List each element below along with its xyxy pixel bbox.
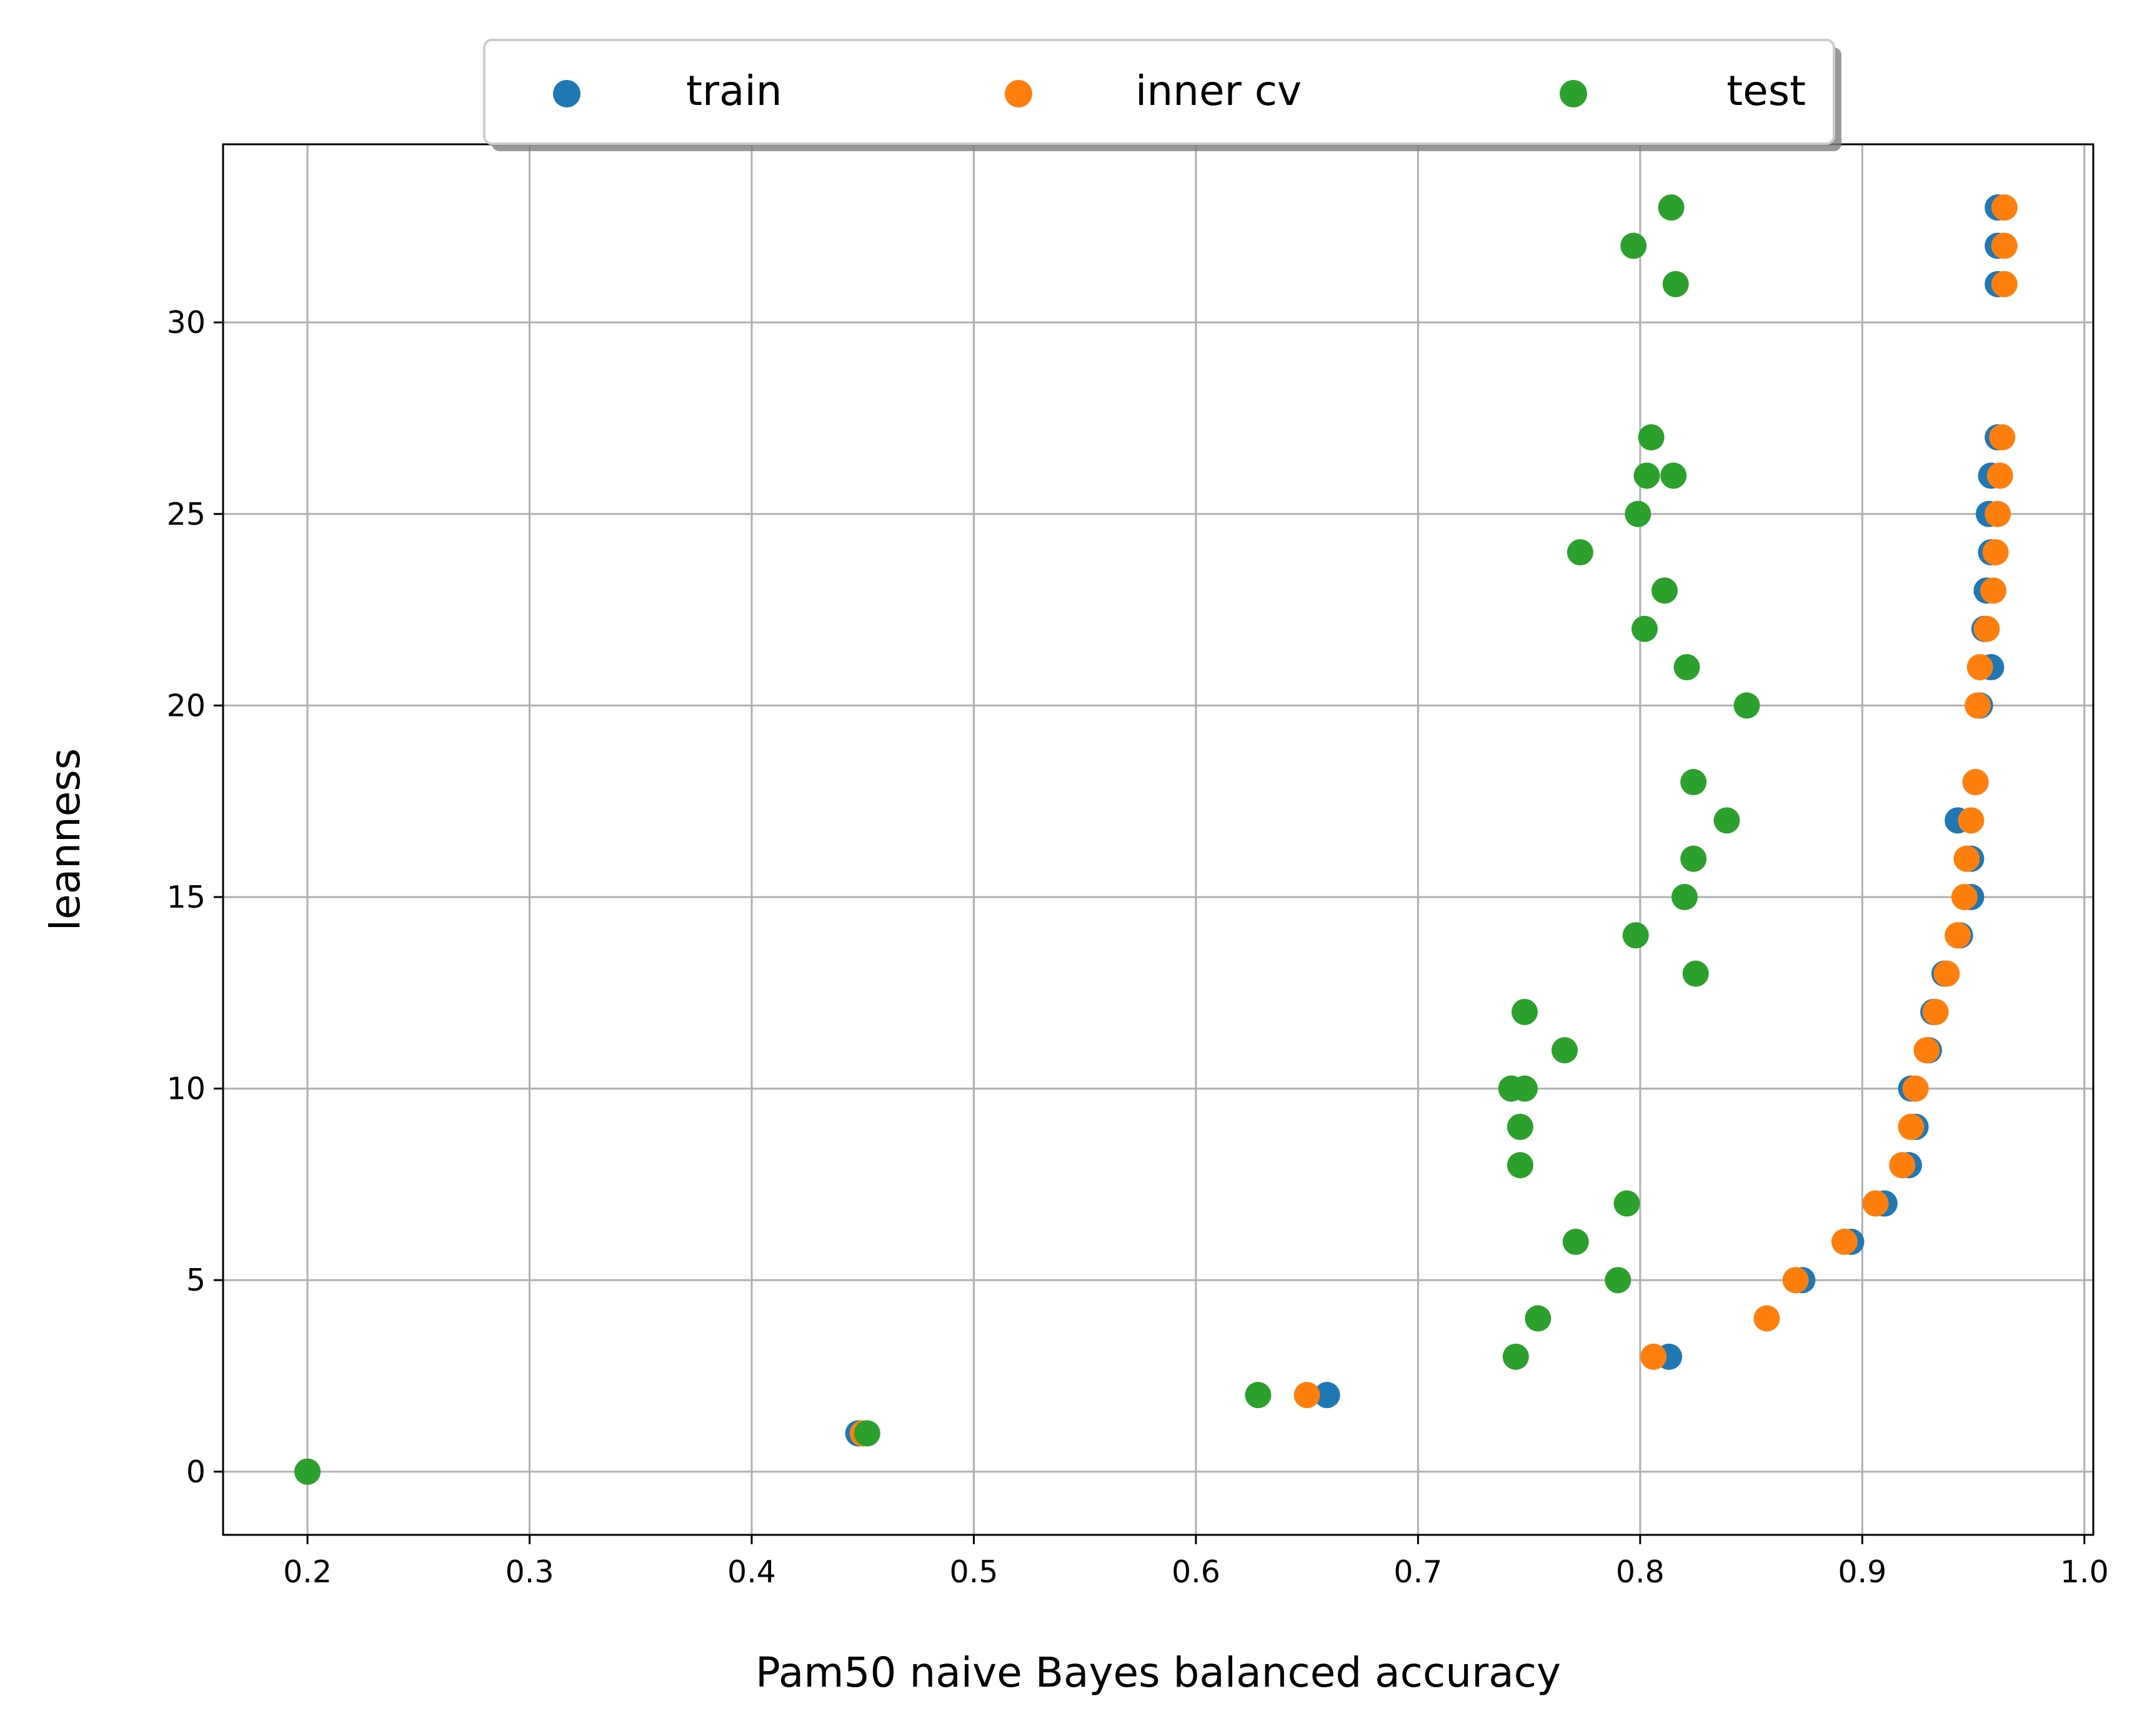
data-point xyxy=(1631,615,1658,642)
data-point xyxy=(1862,1190,1889,1217)
x-tick-label: 0.8 xyxy=(1616,1554,1665,1590)
legend-label: inner cv xyxy=(1135,67,1302,115)
data-point xyxy=(1633,462,1660,489)
x-tick-label: 0.3 xyxy=(506,1554,554,1590)
data-point xyxy=(1605,1267,1631,1294)
data-point xyxy=(1733,692,1760,719)
x-tick-label: 0.7 xyxy=(1393,1554,1442,1590)
data-point xyxy=(1567,539,1593,566)
x-tick-label: 0.5 xyxy=(949,1554,998,1590)
data-point xyxy=(1625,500,1651,527)
data-point xyxy=(1507,1113,1533,1140)
data-point xyxy=(1898,1113,1925,1140)
y-tick-label: 20 xyxy=(167,688,206,723)
data-point xyxy=(1613,1190,1640,1217)
y-axis-title: leanness xyxy=(41,748,89,931)
data-point xyxy=(854,1420,880,1447)
data-point xyxy=(1512,998,1538,1025)
x-axis-ticks: 0.2 0.3 0.4 0.5 0.6 0.7 0.8 0.9 1.0 xyxy=(283,1535,2109,1590)
data-point xyxy=(1913,1037,1940,1064)
data-point xyxy=(1671,883,1698,910)
data-point xyxy=(1980,577,2007,604)
data-point xyxy=(1985,500,2011,527)
data-point xyxy=(1507,1152,1533,1179)
data-point xyxy=(1962,769,1989,796)
legend-box xyxy=(483,39,1835,145)
y-tick-label: 10 xyxy=(167,1071,206,1107)
data-point xyxy=(1953,845,1980,872)
y-axis-ticks: 0 5 10 15 20 25 30 xyxy=(167,305,223,1490)
legend-label: test xyxy=(1726,67,1806,115)
x-tick-label: 1.0 xyxy=(2060,1554,2109,1590)
data-point xyxy=(1662,270,1689,297)
data-point xyxy=(1512,1075,1538,1102)
data-point xyxy=(1922,998,1949,1025)
y-tick-label: 30 xyxy=(167,305,206,340)
data-point xyxy=(1502,1343,1529,1370)
data-point xyxy=(1551,1037,1578,1064)
data-points xyxy=(294,194,2018,1485)
data-point xyxy=(294,1458,321,1485)
legend-entries: train inner cv test xyxy=(553,67,1806,115)
data-point xyxy=(1640,1343,1667,1370)
y-tick-label: 15 xyxy=(167,880,206,915)
series-inner-cv xyxy=(294,194,2018,1485)
data-point xyxy=(1660,462,1687,489)
data-point xyxy=(1638,424,1665,451)
data-point xyxy=(1973,615,2000,642)
x-tick-label: 0.6 xyxy=(1172,1554,1220,1590)
data-point xyxy=(1525,1305,1552,1332)
data-point xyxy=(1293,1382,1320,1409)
data-point xyxy=(1831,1228,1858,1255)
legend: train inner cv test xyxy=(483,39,1841,151)
y-tick-label: 25 xyxy=(167,497,206,532)
grid-lines xyxy=(223,144,2093,1535)
legend-label: train xyxy=(686,67,782,115)
data-point xyxy=(1658,194,1685,221)
data-point xyxy=(1945,922,1971,949)
x-tick-label: 0.2 xyxy=(283,1554,332,1590)
data-point xyxy=(1620,232,1647,259)
data-point xyxy=(1951,883,1978,910)
y-tick-label: 5 xyxy=(186,1262,206,1298)
data-point xyxy=(1673,654,1700,681)
data-point xyxy=(1782,1267,1809,1294)
data-point xyxy=(1680,845,1707,872)
data-point xyxy=(1991,232,2018,259)
data-point xyxy=(1713,807,1740,834)
data-point xyxy=(1965,692,1991,719)
data-point xyxy=(1622,922,1649,949)
data-point xyxy=(1958,807,1985,834)
data-point xyxy=(1245,1382,1272,1409)
data-point xyxy=(1991,270,2018,297)
x-axis-title: Pam50 naive Bayes balanced accuracy xyxy=(755,1649,1561,1697)
data-point xyxy=(1986,462,2013,489)
data-point xyxy=(1966,654,1993,681)
data-point xyxy=(1651,577,1678,604)
data-point xyxy=(1753,1305,1780,1332)
legend-marker xyxy=(1560,80,1587,107)
data-point xyxy=(1889,1152,1916,1179)
legend-marker xyxy=(1005,80,1032,107)
data-point xyxy=(1682,960,1709,987)
data-point xyxy=(1562,1228,1589,1255)
data-point xyxy=(1989,424,2016,451)
x-tick-label: 0.4 xyxy=(727,1554,776,1590)
series-test xyxy=(294,194,1760,1485)
y-tick-label: 0 xyxy=(186,1454,206,1490)
data-point xyxy=(1680,769,1707,796)
legend-marker xyxy=(553,80,580,107)
data-point xyxy=(1933,960,1960,987)
data-point xyxy=(1313,1382,1340,1409)
x-tick-label: 0.9 xyxy=(1838,1554,1886,1590)
data-point xyxy=(1902,1075,1929,1102)
data-point xyxy=(1991,194,2018,221)
data-point xyxy=(1982,539,2009,566)
